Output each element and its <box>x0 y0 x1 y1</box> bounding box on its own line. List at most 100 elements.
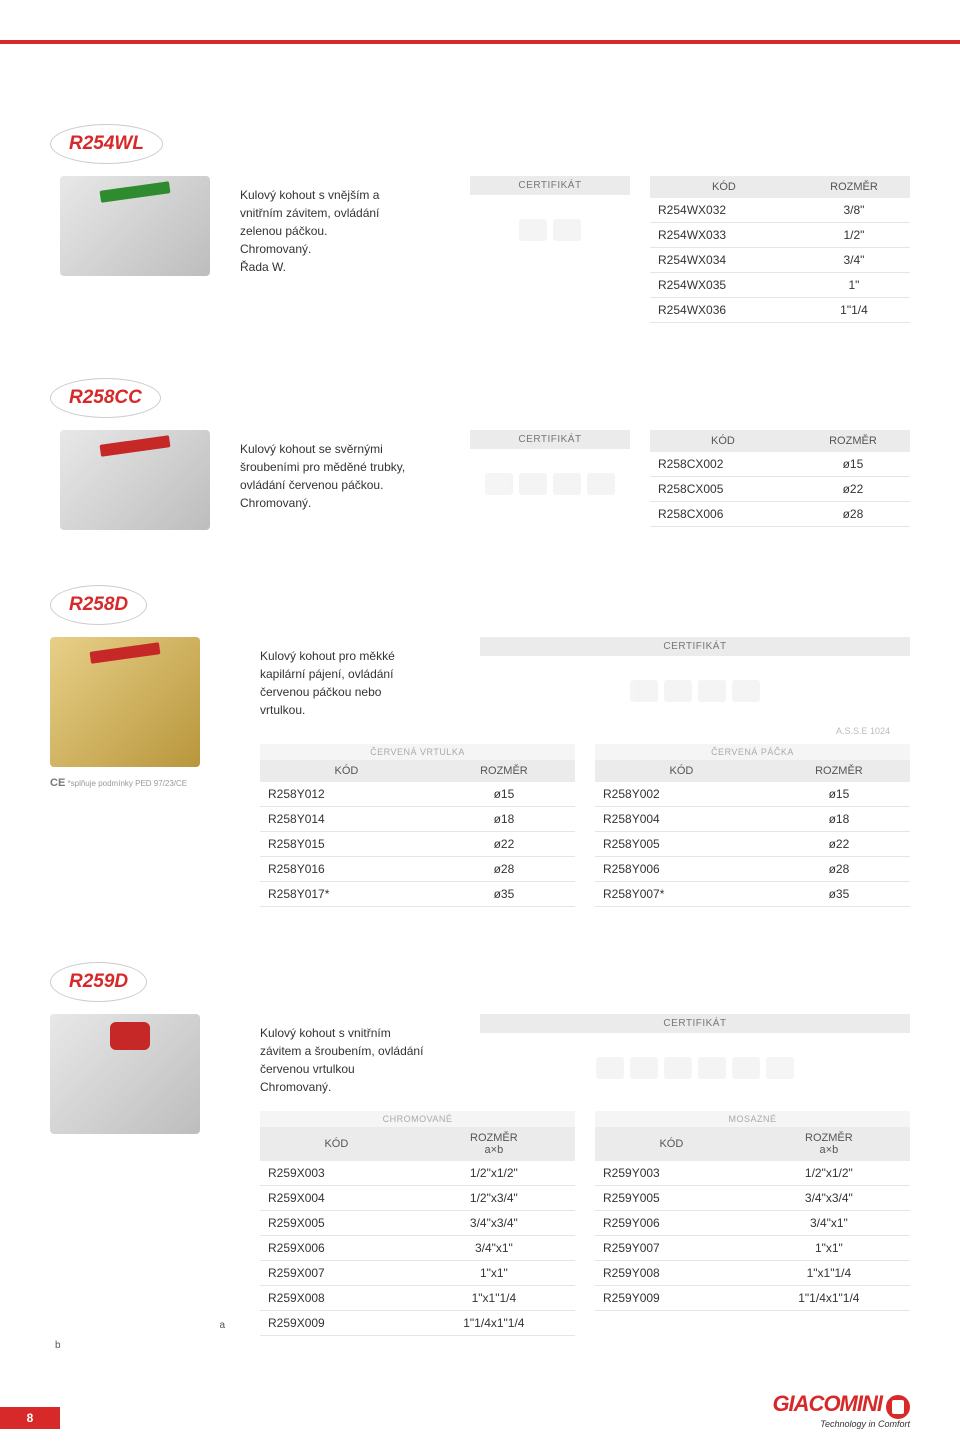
product-image-area: CE *splňuje podmínky PED 97/23/CE <box>50 637 230 907</box>
spec-table: KÓD ROZMĚR R254WX0323/8"R254WX0331/2"R25… <box>650 176 910 323</box>
cell-rozmer: ø15 <box>796 452 910 477</box>
asse-label: A.S.S.E 1024 <box>480 726 910 736</box>
product-desc: Kulový kohout s vnějším avnitřním závite… <box>240 176 450 276</box>
table-row: R259X0091"1/4x1"1/4 <box>260 1311 575 1336</box>
product-desc: Kulový kohout se svěrnýmišroubeními pro … <box>240 430 450 512</box>
cell-rozmer: 1"x1"1/4 <box>748 1261 910 1286</box>
cert-label: CERTIFIKÁT <box>480 1014 910 1033</box>
cell-kod: R259X009 <box>260 1311 413 1336</box>
table-row: R254WX0323/8" <box>650 198 910 223</box>
cell-rozmer: 1/2"x3/4" <box>413 1186 575 1211</box>
table-row: R258Y006ø28 <box>595 857 910 882</box>
table-row: R258Y016ø28 <box>260 857 575 882</box>
cell-rozmer: 1" <box>798 273 910 298</box>
col-kod: KÓD <box>260 1127 413 1161</box>
cell-kod: R259X005 <box>260 1211 413 1236</box>
product-r258d: R258D CE *splňuje podmínky PED 97/23/CE … <box>50 585 910 907</box>
col-rozmer-ab: ROZMĚR a×b <box>413 1127 575 1161</box>
cell-rozmer: 3/8" <box>798 198 910 223</box>
table-row: R259Y0091"1/4x1"1/4 <box>595 1286 910 1311</box>
cell-kod: R254WX033 <box>650 223 798 248</box>
table-row: R254WX0361"1/4 <box>650 298 910 323</box>
cell-rozmer: ø28 <box>768 857 910 882</box>
table-row: R258CX005ø22 <box>650 477 910 502</box>
cell-kod: R258CX005 <box>650 477 796 502</box>
table-row: R259Y0031/2"x1/2" <box>595 1161 910 1186</box>
table-row: R258CX002ø15 <box>650 452 910 477</box>
cell-rozmer: ø15 <box>768 782 910 807</box>
cell-rozmer: 1/2"x1/2" <box>413 1161 575 1186</box>
product-image-area: a b <box>50 1014 230 1336</box>
col-kod: KÓD <box>650 176 798 198</box>
cell-rozmer: ø15 <box>433 782 575 807</box>
table-row: R259Y0081"x1"1/4 <box>595 1261 910 1286</box>
cell-kod: R259Y007 <box>595 1236 748 1261</box>
product-desc: Kulový kohout s vnitřnímzávitem a šroube… <box>260 1014 450 1103</box>
cell-kod: R259Y008 <box>595 1261 748 1286</box>
cell-kod: R258Y017* <box>260 882 433 907</box>
page-number: 8 <box>0 1407 60 1429</box>
cell-rozmer: 1"1/4 <box>798 298 910 323</box>
spec-table: KÓD ROZMĚR R258CX002ø15R258CX005ø22R258C… <box>650 430 910 527</box>
cell-rozmer: 1"1/4x1"1/4 <box>413 1311 575 1336</box>
desc-line: Kulový kohout pro měkké <box>260 647 450 665</box>
desc-line: Chromovaný. <box>240 240 450 258</box>
product-r258cc: R258CC Kulový kohout se svěrnýmišroubení… <box>50 378 910 530</box>
cell-rozmer: ø22 <box>796 477 910 502</box>
table-row: R259X0041/2"x3/4" <box>260 1186 575 1211</box>
cell-rozmer: ø18 <box>433 807 575 832</box>
cell-kod: R259X003 <box>260 1161 413 1186</box>
col-rozmer-ab: ROZMĚR a×b <box>748 1127 910 1161</box>
cell-rozmer: ø28 <box>796 502 910 527</box>
table-row: R254WX0343/4" <box>650 248 910 273</box>
cert-icons <box>470 195 630 265</box>
cell-rozmer: ø22 <box>768 832 910 857</box>
table-row: R258CX006ø28 <box>650 502 910 527</box>
cell-rozmer: ø28 <box>433 857 575 882</box>
dim-b: b <box>55 1340 61 1351</box>
product-desc: Kulový kohout pro měkkékapilární pájení,… <box>260 637 450 736</box>
table-row: R258Y012ø15 <box>260 782 575 807</box>
cert-label: CERTIFIKÁT <box>480 637 910 656</box>
table-row: R259X0053/4"x3/4" <box>260 1211 575 1236</box>
product-badge: R254WL <box>50 124 163 164</box>
table-packa: ČERVENÁ PÁČKA KÓD ROZMĚR R258Y002ø15R258… <box>595 744 910 907</box>
table-row: R258Y017*ø35 <box>260 882 575 907</box>
desc-line: Řada W. <box>240 258 450 276</box>
table-chromovane: CHROMOVANÉ KÓD ROZMĚR a×b R259X0031/2"x1… <box>260 1111 575 1336</box>
cell-kod: R258Y004 <box>595 807 768 832</box>
table-row: R258Y015ø22 <box>260 832 575 857</box>
cert-label: CERTIFIKÁT <box>470 430 630 449</box>
cell-rozmer: 1"1/4x1"1/4 <box>748 1286 910 1311</box>
cell-kod: R259Y003 <box>595 1161 748 1186</box>
desc-line: závitem a šroubením, ovládání <box>260 1042 450 1060</box>
table-row: R259X0063/4"x1" <box>260 1236 575 1261</box>
table-row: R258Y014ø18 <box>260 807 575 832</box>
cell-rozmer: 3/4"x1" <box>748 1211 910 1236</box>
desc-line: šroubeními pro měděné trubky, <box>240 458 450 476</box>
col-rozmer: ROZMĚR <box>433 760 575 782</box>
cell-rozmer: 1"x1" <box>748 1236 910 1261</box>
cell-kod: R259Y009 <box>595 1286 748 1311</box>
desc-line: červenou vrtulkou <box>260 1060 450 1078</box>
brand-name: GIACOMINI <box>772 1391 882 1416</box>
desc-line: kapilární pájení, ovládání <box>260 665 450 683</box>
subheader-chrom: CHROMOVANÉ <box>260 1111 575 1127</box>
cert-block: CERTIFIKÁT <box>470 176 630 265</box>
cell-rozmer: 1/2"x1/2" <box>748 1161 910 1186</box>
product-image <box>50 1014 200 1134</box>
cell-kod: R259Y005 <box>595 1186 748 1211</box>
cell-kod: R258Y005 <box>595 832 768 857</box>
col-kod: KÓD <box>260 760 433 782</box>
table-vrtulka: ČERVENÁ VRTULKA KÓD ROZMĚR R258Y012ø15R2… <box>260 744 575 907</box>
table-row: R258Y002ø15 <box>595 782 910 807</box>
cell-rozmer: ø35 <box>433 882 575 907</box>
desc-line: Kulový kohout s vnitřním <box>260 1024 450 1042</box>
cell-kod: R258CX006 <box>650 502 796 527</box>
cert-icons <box>480 1033 910 1103</box>
cell-kod: R258Y012 <box>260 782 433 807</box>
table-row: R258Y005ø22 <box>595 832 910 857</box>
cell-kod: R258Y016 <box>260 857 433 882</box>
cell-rozmer: ø22 <box>433 832 575 857</box>
table-row: R259Y0071"x1" <box>595 1236 910 1261</box>
